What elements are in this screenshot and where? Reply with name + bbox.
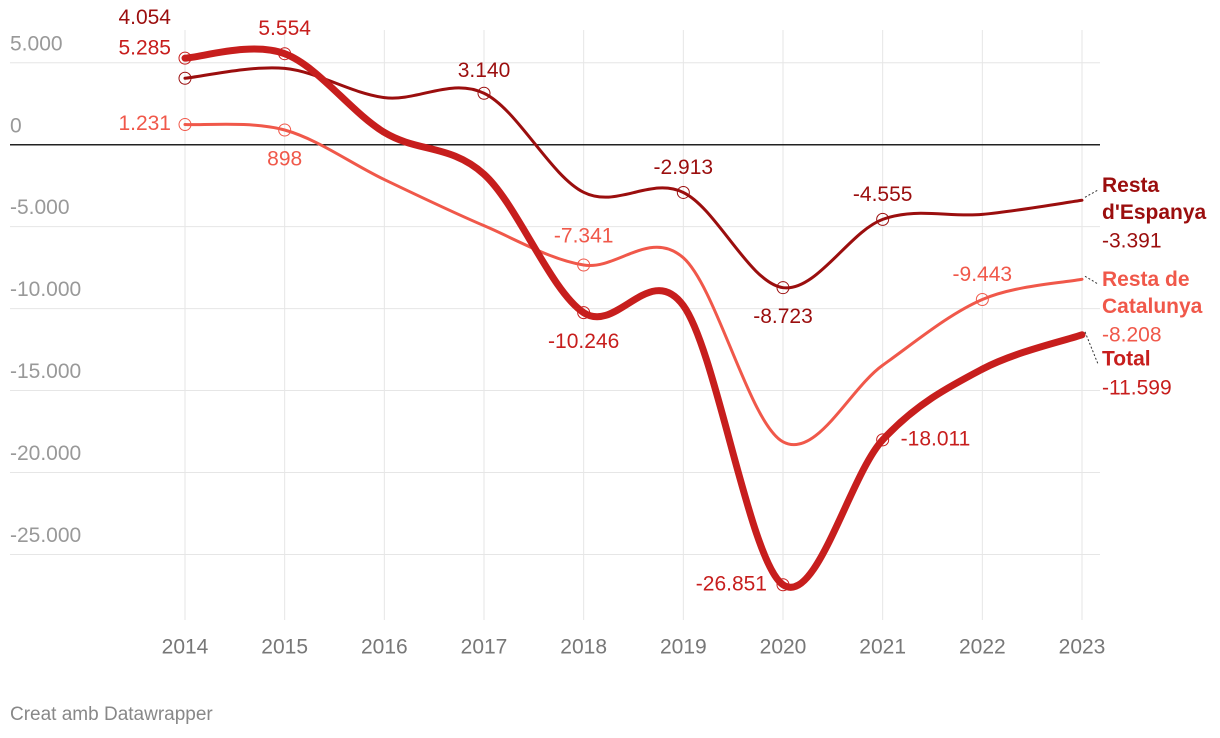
value-label: -10.246 <box>548 330 619 353</box>
x-tick-label: 2019 <box>660 636 707 659</box>
connector <box>1084 275 1099 285</box>
x-tick-label: 2015 <box>261 636 308 659</box>
point <box>975 292 989 306</box>
y-tick-label: -5.000 <box>10 196 70 219</box>
y-tick-label: -20.000 <box>10 442 81 465</box>
x-tick-label: 2017 <box>461 636 508 659</box>
value-label: -26.851 <box>696 572 767 595</box>
line <box>183 66 1084 290</box>
value-label: -18.011 <box>901 427 971 450</box>
y-tick-label: -25.000 <box>10 524 81 547</box>
point <box>577 306 591 320</box>
point <box>876 212 890 226</box>
value-label: 1.231 <box>118 112 171 135</box>
y-tick-label: -10.000 <box>10 278 81 301</box>
connector <box>1084 331 1099 365</box>
x-tick-label: 2023 <box>1059 636 1106 659</box>
series-label: Total <box>1102 348 1151 371</box>
value-label: -8.208 <box>1102 324 1162 347</box>
point <box>278 47 292 61</box>
value-label: 3.140 <box>458 59 511 82</box>
point <box>178 71 192 85</box>
line <box>181 45 1086 591</box>
x-tick-label: 2016 <box>361 636 408 659</box>
y-tick-label: -15.000 <box>10 360 81 383</box>
series-label-line: Resta <box>1102 174 1160 197</box>
value-label: -2.913 <box>654 156 714 179</box>
value-label: 4.054 <box>118 6 171 29</box>
line <box>183 122 1084 446</box>
x-tick-label: 2021 <box>859 636 906 659</box>
value-label: -8.723 <box>753 305 813 328</box>
point <box>477 86 491 100</box>
value-label: -11.599 <box>1102 377 1172 400</box>
series-label-line: Resta de <box>1102 268 1190 291</box>
point <box>876 433 890 447</box>
series-label-line: Catalunya <box>1102 295 1203 318</box>
connector <box>1084 189 1099 198</box>
point <box>676 185 690 199</box>
point <box>278 123 292 137</box>
x-tick-label: 2020 <box>760 636 807 659</box>
value-label: 898 <box>267 148 302 171</box>
value-label: -7.341 <box>554 225 614 248</box>
y-tick-label: 0 <box>10 114 22 137</box>
value-label: -3.391 <box>1102 230 1162 253</box>
y-tick-label: 5.000 <box>10 32 63 55</box>
point <box>577 258 591 272</box>
value-label: -9.443 <box>953 263 1013 286</box>
x-tick-label: 2018 <box>560 636 607 659</box>
value-label: 5.554 <box>258 17 311 40</box>
series-label: Resta d'Espanya <box>1102 174 1207 224</box>
credit: Creat amb Datawrapper <box>10 704 213 725</box>
series-label: Resta de Catalunya <box>1102 268 1203 318</box>
point <box>776 281 790 295</box>
value-label: -4.555 <box>853 183 913 206</box>
series-label-line: d'Espanya <box>1102 201 1207 224</box>
value-label: 5.285 <box>118 37 171 60</box>
point <box>178 51 192 65</box>
point <box>776 578 790 592</box>
x-tick-label: 2022 <box>959 636 1006 659</box>
x-tick-label: 2014 <box>162 636 209 659</box>
point <box>178 118 192 132</box>
